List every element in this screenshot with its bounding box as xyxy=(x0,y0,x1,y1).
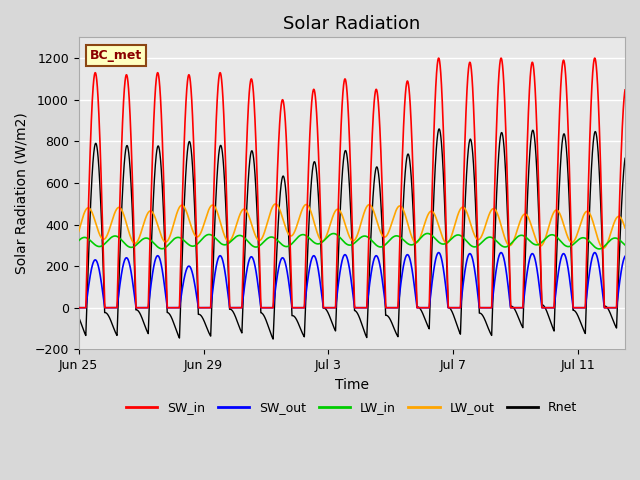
Text: BC_met: BC_met xyxy=(90,49,142,62)
X-axis label: Time: Time xyxy=(335,378,369,392)
Legend: SW_in, SW_out, LW_in, LW_out, Rnet: SW_in, SW_out, LW_in, LW_out, Rnet xyxy=(121,396,582,419)
Y-axis label: Solar Radiation (W/m2): Solar Radiation (W/m2) xyxy=(15,112,29,274)
Title: Solar Radiation: Solar Radiation xyxy=(284,15,420,33)
